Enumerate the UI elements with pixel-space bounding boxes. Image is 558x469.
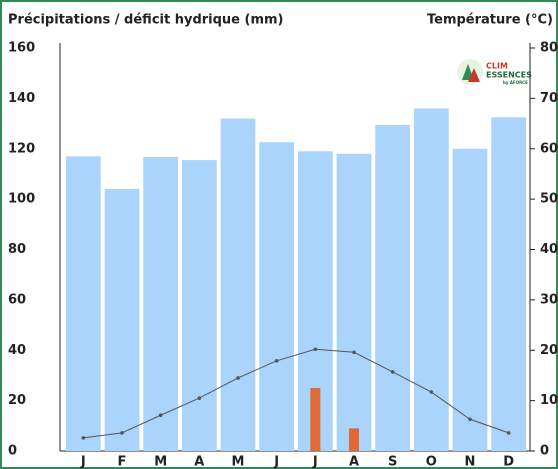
x-tick-label: J xyxy=(273,455,279,469)
temperature-point xyxy=(120,431,124,435)
y2-tick-label: 40 xyxy=(540,242,558,257)
y-tick-label: 160 xyxy=(8,41,35,56)
x-tick-label: F xyxy=(118,455,127,469)
precip-bar xyxy=(259,142,295,452)
x-tick-label: D xyxy=(503,455,514,469)
x-tick-label: J xyxy=(312,455,318,469)
y2-tick-label: 0 xyxy=(540,444,549,459)
precip-bar xyxy=(104,189,140,452)
logo-text: ESSENCES xyxy=(486,71,532,80)
logo-text: CLIM xyxy=(486,62,508,71)
x-tick-label: A xyxy=(349,455,359,469)
temperature-point xyxy=(236,376,240,380)
y2-axis-title: Température (°C) xyxy=(427,13,553,28)
temperature-point xyxy=(390,370,395,374)
x-tick-label: M xyxy=(154,455,167,469)
x-tick-label: M xyxy=(232,455,245,469)
temperature-point xyxy=(429,390,434,394)
temperature-point xyxy=(158,413,163,418)
logo: CLIM ESSENCES by AFORCE xyxy=(457,59,532,85)
logo-tree xyxy=(468,68,480,82)
y-axis-title: Précipitations / déficit hydrique (mm) xyxy=(8,13,284,28)
temperature-point xyxy=(274,359,279,363)
temperature-point xyxy=(468,417,472,422)
y-tick-label: 20 xyxy=(8,393,26,408)
precip-bar xyxy=(452,148,488,451)
precip-bar xyxy=(375,125,411,451)
logo-text: by AFORCE xyxy=(503,80,528,85)
y2-tick-label: 60 xyxy=(540,141,558,156)
deficit-bar xyxy=(348,428,360,451)
x-tick-label: A xyxy=(194,455,204,469)
y-tick-label: 0 xyxy=(8,444,17,459)
y-tick-label: 120 xyxy=(8,141,35,156)
y2-tick-label: 10 xyxy=(540,393,558,408)
x-tick-label: S xyxy=(388,455,397,469)
x-tick-label: J xyxy=(80,455,86,469)
temperature-point xyxy=(313,347,318,352)
precip-bar xyxy=(65,156,101,451)
y2-tick-label: 30 xyxy=(540,292,558,307)
x-tick-label: N xyxy=(465,455,476,469)
y-tick-label: 140 xyxy=(8,91,35,106)
precip-bar xyxy=(491,117,527,451)
temperature-point xyxy=(81,436,86,440)
temperature-point xyxy=(352,350,356,355)
y-tick-label: 40 xyxy=(8,343,26,358)
deficit-bar xyxy=(310,388,321,451)
y-tick-label: 60 xyxy=(8,292,26,307)
y2-tick-label: 50 xyxy=(540,192,558,207)
y2-tick-label: 20 xyxy=(540,343,558,358)
temperature-point xyxy=(506,431,511,435)
x-tick-label: O xyxy=(426,455,437,469)
temperature-line xyxy=(83,348,509,439)
temperature-point xyxy=(197,396,202,400)
y2-tick-label: 80 xyxy=(540,41,558,56)
y-tick-label: 80 xyxy=(8,242,26,257)
precip-bar xyxy=(413,108,449,451)
precip-bar xyxy=(336,153,372,451)
precip-bar xyxy=(143,157,179,451)
y-tick-label: 100 xyxy=(8,192,35,207)
precip-bar xyxy=(220,118,256,452)
y2-tick-label: 70 xyxy=(540,91,558,106)
precip-bar xyxy=(181,160,217,451)
